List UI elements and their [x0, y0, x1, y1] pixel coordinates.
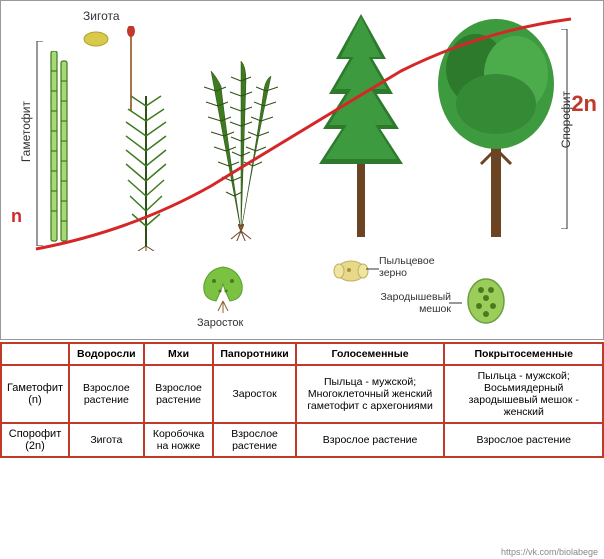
- table-cell: Коробочка на ножке: [144, 423, 214, 457]
- prothallus-label: Заросток: [197, 317, 243, 329]
- prothallus-icon: [196, 259, 251, 314]
- table-cell: Зигота: [69, 423, 144, 457]
- gametophyte-bracket: [35, 41, 45, 246]
- table-cell: Взрослое растение: [444, 423, 603, 457]
- twon-label: 2n: [571, 91, 597, 117]
- row-header: Гаметофит (n): [1, 365, 69, 423]
- comparison-table: Водоросли Мхи Папоротники Голосеменные П…: [0, 342, 604, 458]
- comparison-table-container: Водоросли Мхи Папоротники Голосеменные П…: [0, 342, 604, 458]
- pine-tree-icon: [301, 9, 421, 239]
- pollen-icon: [331, 256, 371, 286]
- table-row: Гаметофит (n) Взрослое растение Взрослое…: [1, 365, 603, 423]
- n-label: n: [11, 206, 22, 227]
- pollen-label: Пыльцевое зерно: [379, 255, 449, 279]
- col-header: Покрытосеменные: [444, 343, 603, 365]
- col-header: Мхи: [144, 343, 214, 365]
- zygote-icon: [81, 29, 111, 49]
- table-cell: Взрослое растение: [69, 365, 144, 423]
- table-row: Спорофит (2n) Зигота Коробочка на ножке …: [1, 423, 603, 457]
- table-cell: Взрослое растение: [144, 365, 214, 423]
- col-header: Водоросли: [69, 343, 144, 365]
- embryo-sac-label: Зародышевый мешок: [361, 291, 451, 315]
- col-header: Голосеменные: [296, 343, 445, 365]
- embryo-sac-arrow: [449, 299, 464, 307]
- table-cell: Взрослое растение: [213, 423, 295, 457]
- oak-tree-icon: [431, 9, 561, 239]
- sporophyte-bracket: [559, 29, 569, 229]
- row-header: Спорофит (2n): [1, 423, 69, 457]
- table-cell: Пыльца - мужской; Многоклеточный женский…: [296, 365, 445, 423]
- algae-icon: [49, 51, 71, 246]
- pollen-arrow: [366, 265, 381, 273]
- col-header: Папоротники: [213, 343, 295, 365]
- moss-icon: [116, 26, 176, 251]
- embryo-sac-icon: [461, 276, 511, 326]
- gametophyte-axis-label: Гаметофит: [19, 101, 33, 162]
- table-cell: Пыльца - мужской; Восьмиядерный зародыше…: [444, 365, 603, 423]
- corner-cell: [1, 343, 69, 365]
- table-cell: Взрослое растение: [296, 423, 445, 457]
- table-cell: Заросток: [213, 365, 295, 423]
- fern-icon: [186, 31, 296, 241]
- footer-link: https://vk.com/biolabege: [501, 547, 598, 557]
- table-header-row: Водоросли Мхи Папоротники Голосеменные П…: [1, 343, 603, 365]
- zygote-label: Зигота: [83, 9, 120, 23]
- diagram-area: Зигота Гаметофит n: [0, 0, 604, 340]
